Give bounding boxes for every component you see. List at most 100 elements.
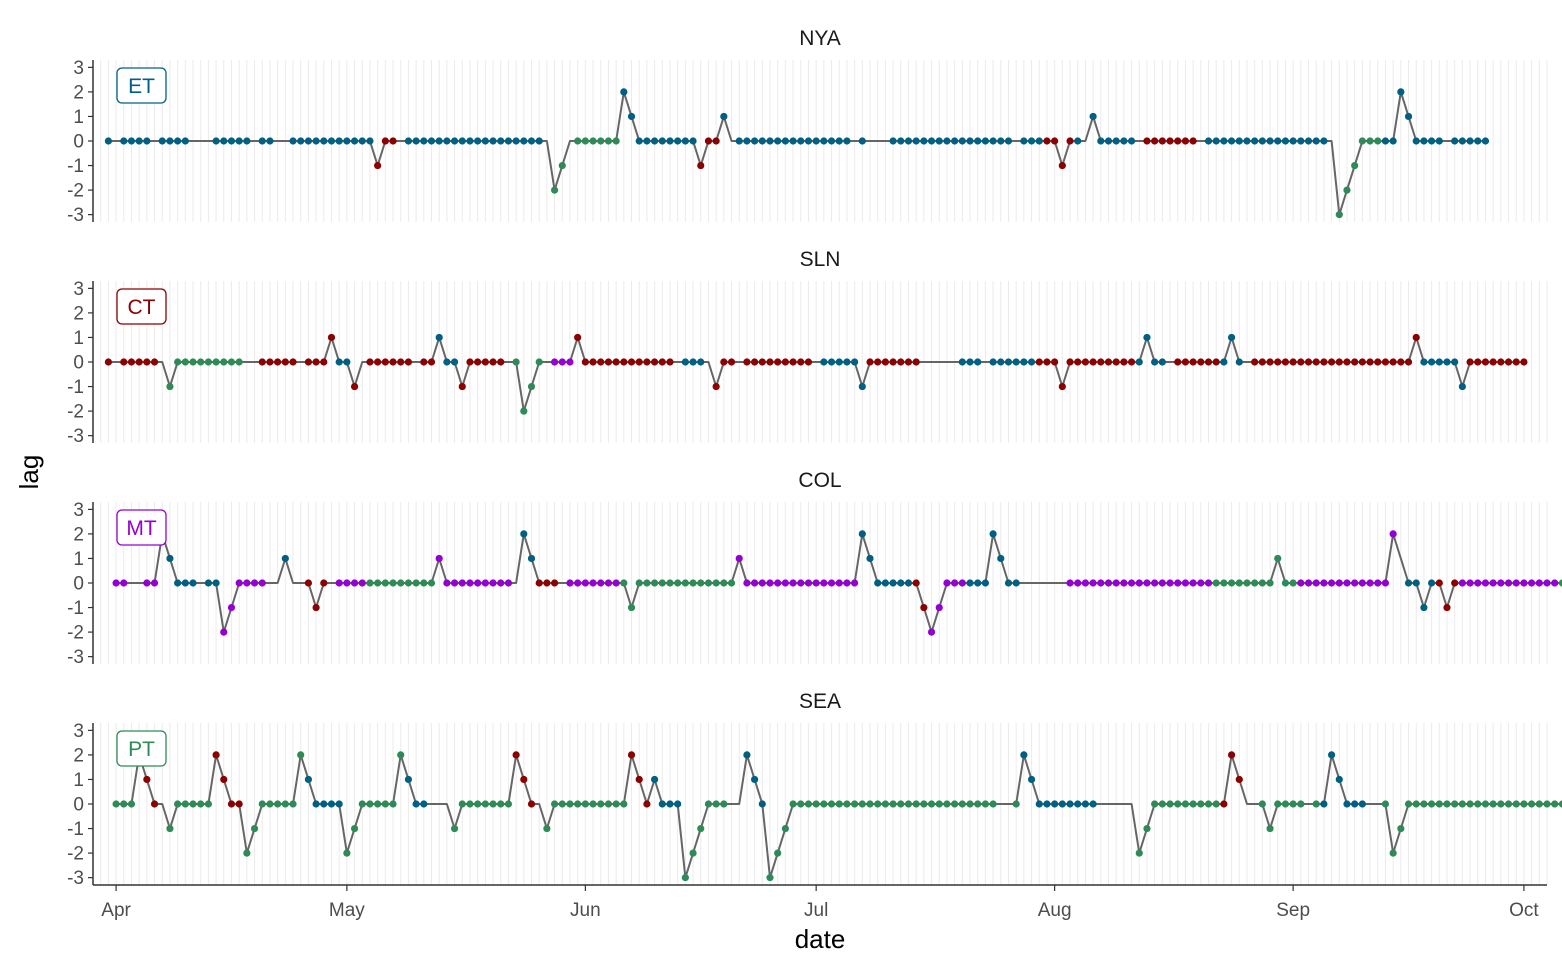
data-point <box>235 137 243 145</box>
data-point <box>212 579 220 587</box>
data-point <box>1435 800 1443 808</box>
data-point <box>604 137 613 145</box>
data-point <box>181 800 189 808</box>
data-point <box>535 358 543 366</box>
data-point <box>1381 800 1390 808</box>
data-point <box>1235 358 1243 366</box>
data-point <box>1251 137 1259 145</box>
data-point <box>1066 579 1074 587</box>
data-point <box>1335 775 1343 784</box>
data-point <box>497 800 505 808</box>
data-point <box>635 137 643 145</box>
data-point <box>489 137 497 145</box>
data-point <box>527 800 536 808</box>
data-point <box>1297 358 1305 366</box>
data-point <box>1243 137 1251 145</box>
data-point <box>1481 137 1490 145</box>
data-point <box>897 358 905 366</box>
data-point <box>804 800 813 808</box>
data-point <box>943 800 951 808</box>
y-tick-label: 3 <box>73 58 84 79</box>
data-point <box>1466 579 1474 587</box>
data-point <box>1212 579 1220 587</box>
data-point <box>912 800 920 808</box>
data-point <box>1074 800 1082 808</box>
data-point <box>989 530 997 538</box>
data-point <box>412 579 420 587</box>
data-point <box>150 800 159 808</box>
data-point <box>1551 579 1559 587</box>
data-point <box>612 358 620 366</box>
y-tick-label: -3 <box>67 205 84 226</box>
data-point <box>497 579 505 587</box>
panel-badge <box>116 730 167 767</box>
data-point <box>927 137 936 145</box>
data-point <box>227 603 236 612</box>
y-tick-label: -1 <box>67 819 84 840</box>
data-point <box>735 137 743 145</box>
data-point <box>1112 137 1120 145</box>
data-point <box>874 800 882 808</box>
data-point <box>1212 358 1220 366</box>
data-point <box>274 358 282 366</box>
data-point <box>404 137 413 145</box>
data-point <box>1058 161 1066 170</box>
data-point <box>343 579 351 587</box>
data-point <box>1166 137 1174 145</box>
data-point <box>635 775 643 784</box>
data-point <box>212 751 220 759</box>
data-point <box>689 358 697 366</box>
data-point <box>1558 800 1562 808</box>
data-point <box>335 137 343 145</box>
data-point <box>820 358 828 366</box>
data-point <box>1189 579 1197 587</box>
data-point <box>589 358 597 366</box>
y-tick-label: -3 <box>67 868 84 889</box>
data-point <box>1551 800 1559 808</box>
y-tick-label: 2 <box>73 745 84 766</box>
data-point <box>497 137 505 145</box>
data-point <box>174 579 182 587</box>
data-point <box>958 137 966 145</box>
data-point <box>966 137 974 145</box>
data-point <box>558 800 566 808</box>
data-point <box>397 579 405 587</box>
data-point <box>166 382 174 391</box>
data-point <box>858 382 866 391</box>
data-point <box>1143 579 1151 587</box>
panel-sln: SLN 3 2 1 0 -1 -2 -3 CT <box>67 248 1548 447</box>
data-point <box>1512 800 1520 808</box>
data-point <box>1104 137 1113 145</box>
data-point <box>1543 800 1551 808</box>
data-point <box>1458 579 1466 587</box>
data-point <box>997 358 1005 366</box>
data-point <box>374 358 382 366</box>
data-point <box>927 800 936 808</box>
data-point <box>1481 800 1490 808</box>
data-point <box>1012 579 1020 587</box>
panel-sea: SEA 3 2 1 0 -1 -2 -3 PT <box>67 690 1562 889</box>
data-point <box>1504 579 1513 587</box>
data-point <box>1158 800 1166 808</box>
data-point <box>851 579 859 587</box>
data-point <box>697 824 705 833</box>
data-point <box>1058 382 1066 391</box>
data-point <box>797 579 805 587</box>
data-point <box>597 137 605 145</box>
data-point <box>1227 137 1236 145</box>
data-point <box>1389 849 1397 857</box>
data-point <box>1235 137 1243 145</box>
data-point <box>458 382 466 391</box>
data-point <box>1266 137 1274 145</box>
data-point <box>851 800 859 808</box>
data-point <box>727 358 736 366</box>
data-point <box>181 358 189 366</box>
data-point <box>1458 382 1466 391</box>
data-point <box>1466 800 1474 808</box>
data-point <box>204 579 212 587</box>
series-line-nya <box>108 90 1486 216</box>
data-point <box>1474 358 1482 366</box>
data-point <box>1097 358 1105 366</box>
data-point <box>758 579 766 587</box>
panel-nya: NYA 3 2 1 0 -1 -2 -3 ET <box>67 27 1548 226</box>
